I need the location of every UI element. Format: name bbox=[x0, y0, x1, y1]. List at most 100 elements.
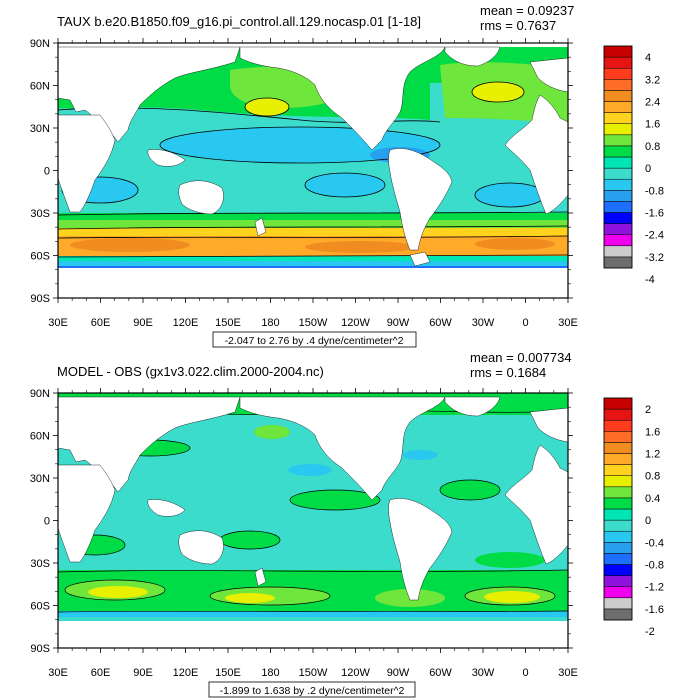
lat-label: 90S bbox=[30, 293, 50, 305]
colorbar-label: 1.2 bbox=[645, 449, 660, 461]
lat-label: 60S bbox=[30, 601, 50, 613]
info-box: -1.899 to 1.638 by .2 dyne/centimeter^2 bbox=[208, 681, 416, 698]
colorbar-label: 3.2 bbox=[645, 74, 660, 86]
colorbar-label: 4 bbox=[645, 52, 651, 64]
colorbar-swatch bbox=[603, 134, 633, 147]
lon-label: 120W bbox=[341, 317, 370, 329]
colorbar-label: 0.8 bbox=[645, 471, 660, 483]
colorbar-frame bbox=[603, 397, 633, 621]
info-box: -2.047 to 2.76 by .4 dyne/centimeter^2 bbox=[212, 331, 417, 348]
colorbar-swatch bbox=[603, 178, 633, 191]
lon-label: 90E bbox=[133, 317, 153, 329]
colorbar-swatch bbox=[603, 79, 633, 91]
colorbar-label: -1.6 bbox=[645, 604, 664, 616]
colorbar-swatch bbox=[603, 223, 633, 235]
lon-label: 30E bbox=[558, 667, 578, 679]
colorbar-swatch bbox=[603, 201, 633, 213]
lat-label: 0 bbox=[44, 516, 50, 528]
lat-label: 60N bbox=[30, 81, 50, 93]
lat-label: 0 bbox=[44, 166, 50, 178]
colorbar-swatch bbox=[603, 145, 633, 158]
lon-label: 60W bbox=[429, 667, 452, 679]
map-axes: 90N 60N 30N 0 30S 60S 90S 30E 60E 90E 120E 150E 180 1… bbox=[30, 38, 578, 329]
colorbar-swatch bbox=[603, 45, 633, 58]
colorbar-label: -3.2 bbox=[645, 252, 664, 264]
colorbar-swatch bbox=[603, 442, 633, 454]
colorbar-swatch bbox=[603, 56, 633, 69]
colorbar: 4 3.2 2.4 1.6 0.8 0 -0.8 -1.6 -2.4 -3.2 -4 bbox=[603, 45, 664, 286]
lon-label: 60E bbox=[91, 317, 111, 329]
panel-top: TAUX b.e20.B1850.f09_g16.pi_control.all.… bbox=[30, 3, 664, 348]
rms-label: rms = 0.7637 bbox=[480, 18, 556, 33]
map-field bbox=[58, 393, 568, 648]
mean-label: mean = 0.09237 bbox=[480, 3, 574, 18]
colorbar-swatch bbox=[603, 167, 633, 180]
colorbar-frame bbox=[603, 45, 633, 269]
colorbar-label: -1.6 bbox=[645, 208, 664, 220]
colorbar-swatch bbox=[603, 190, 633, 202]
lat-label: 30S bbox=[30, 558, 50, 570]
lat-label: 60S bbox=[30, 251, 50, 263]
rms-label: rms = 0.1684 bbox=[470, 365, 546, 380]
colorbar-swatch bbox=[603, 212, 633, 224]
colorbar-label: 1.6 bbox=[645, 426, 660, 438]
info-box-text: -1.899 to 1.638 by .2 dyne/centimeter^2 bbox=[220, 685, 405, 697]
colorbar-label: 2.4 bbox=[645, 97, 660, 109]
lon-label: 0 bbox=[522, 667, 528, 679]
colorbar-label: -2.4 bbox=[645, 230, 664, 242]
colorbar-swatch bbox=[603, 486, 633, 499]
colorbar-label: 1.6 bbox=[645, 119, 660, 131]
lon-label: 150W bbox=[299, 667, 328, 679]
colorbar-label: -1.2 bbox=[645, 582, 664, 594]
colorbar-swatch bbox=[603, 156, 633, 169]
lon-label: 30W bbox=[472, 667, 495, 679]
lon-label: 150E bbox=[215, 667, 241, 679]
colorbar-swatch bbox=[603, 586, 633, 599]
lat-label: 30S bbox=[30, 208, 50, 220]
lat-label: 30N bbox=[30, 473, 50, 485]
colorbar-label: 0 bbox=[645, 163, 651, 175]
lon-label: 0 bbox=[522, 317, 528, 329]
lon-label: 120W bbox=[341, 667, 370, 679]
colorbar-swatch bbox=[603, 234, 633, 247]
colorbar-swatch bbox=[603, 475, 633, 488]
colorbar-label: -2 bbox=[645, 626, 655, 638]
colorbar-swatch bbox=[603, 553, 633, 565]
lon-label: 30W bbox=[472, 317, 495, 329]
lat-label: 60N bbox=[30, 431, 50, 443]
colorbar-swatch bbox=[603, 431, 633, 443]
colorbar-swatch bbox=[603, 542, 633, 554]
lon-label: 30E bbox=[48, 317, 68, 329]
colorbar-swatch bbox=[603, 101, 633, 113]
colorbar-swatch bbox=[603, 597, 633, 610]
colorbar-swatch bbox=[603, 464, 633, 476]
colorbar-swatch bbox=[603, 123, 633, 136]
lon-label: 150W bbox=[299, 317, 328, 329]
map-axes: 90N 60N 30N 0 30S 60S 90S 30E 60E 90E 120E 150E 180 1… bbox=[30, 388, 578, 679]
colorbar-swatch bbox=[603, 90, 633, 102]
lon-label: 90W bbox=[387, 317, 410, 329]
colorbar-label: 0 bbox=[645, 515, 651, 527]
colorbar-label: -0.8 bbox=[645, 185, 664, 197]
colorbar-swatch bbox=[603, 508, 633, 521]
colorbar-swatch bbox=[603, 408, 633, 421]
colorbar-swatch bbox=[603, 397, 633, 410]
lon-label: 30E bbox=[48, 667, 68, 679]
colorbar-swatch bbox=[603, 497, 633, 510]
lon-label: 120E bbox=[173, 317, 199, 329]
lat-label: 90N bbox=[30, 388, 50, 400]
lon-label: 60W bbox=[429, 317, 452, 329]
colorbar-swatch bbox=[603, 67, 633, 80]
map-field bbox=[58, 43, 568, 298]
colorbar-label: -0.4 bbox=[645, 537, 664, 549]
lon-label: 150E bbox=[215, 317, 241, 329]
colorbar-swatch bbox=[603, 564, 633, 576]
colorbar-label: -4 bbox=[645, 274, 655, 286]
colorbar-swatch bbox=[603, 575, 633, 587]
colorbar-swatch bbox=[603, 608, 633, 621]
panel-bottom: MODEL - OBS (gx1v3.022.clim.2000-2004.nc… bbox=[30, 350, 664, 698]
colorbar-label: 0.8 bbox=[645, 141, 660, 153]
lat-label: 90N bbox=[30, 38, 50, 50]
lon-label: 90E bbox=[133, 667, 153, 679]
